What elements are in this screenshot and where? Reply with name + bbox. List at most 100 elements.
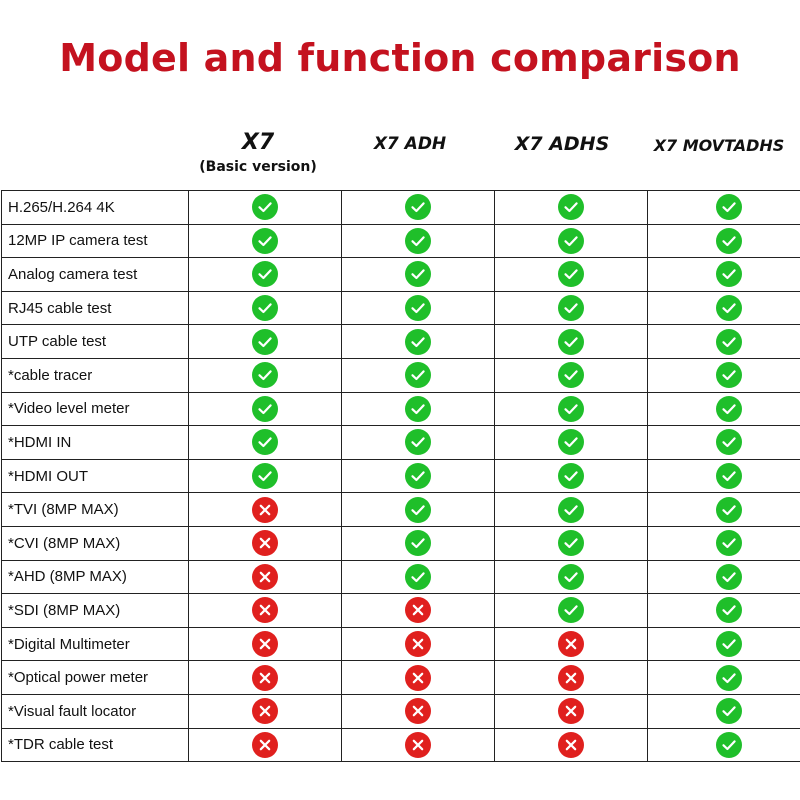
support-cell (188, 727, 342, 763)
cross-icon (558, 631, 584, 658)
check-icon (252, 395, 278, 422)
table-row: *AHD (8MP MAX) (1, 559, 800, 595)
support-cell (188, 458, 342, 494)
check-icon (558, 395, 584, 422)
feature-label: *HDMI OUT (1, 458, 189, 494)
support-cell (494, 626, 648, 662)
check-icon (558, 227, 584, 254)
support-cell (188, 660, 342, 695)
cross-icon (252, 496, 278, 523)
table-row: 12MP IP camera test (1, 223, 800, 259)
check-icon (405, 530, 431, 557)
support-cell (494, 593, 648, 628)
check-icon (715, 496, 742, 523)
check-icon (715, 362, 742, 389)
table-row: *TDR cable test (1, 727, 800, 763)
support-cell (341, 626, 495, 662)
cross-icon (252, 698, 278, 725)
check-icon (558, 261, 584, 288)
check-icon (405, 563, 431, 590)
check-icon (715, 698, 742, 725)
feature-label: *AHD (8MP MAX) (1, 559, 189, 595)
comparison-table: H.265/H.264 4K 12MP IP camera test Analog … (1, 190, 800, 763)
check-icon (252, 227, 278, 254)
check-icon (405, 328, 431, 355)
support-cell (341, 223, 495, 259)
support-cell (647, 559, 800, 595)
table-row: H.265/H.264 4K (1, 190, 800, 225)
cross-icon (405, 664, 431, 691)
check-icon (558, 194, 584, 221)
feature-label: *Optical power meter (1, 660, 189, 695)
model-name: X7 MOVTADHS (653, 136, 785, 155)
feature-label: H.265/H.264 4K (1, 190, 189, 225)
check-icon (715, 563, 742, 590)
support-cell (494, 458, 648, 494)
check-icon (405, 463, 431, 490)
cross-icon (252, 530, 278, 557)
check-icon (715, 328, 742, 355)
support-cell (647, 290, 800, 326)
cross-icon (405, 698, 431, 725)
column-header-x7-movtadhs: X7 MOVTADHS (638, 136, 800, 155)
table-row: *CVI (8MP MAX) (1, 525, 800, 561)
support-cell (647, 458, 800, 494)
support-cell (188, 693, 342, 729)
cross-icon (252, 731, 278, 758)
support-cell (494, 727, 648, 763)
support-cell (341, 492, 495, 527)
feature-label: *Video level meter (1, 391, 189, 427)
support-cell (188, 425, 342, 460)
support-cell (494, 559, 648, 595)
check-icon (558, 362, 584, 389)
table-row: UTP cable test (1, 324, 800, 359)
support-cell (494, 190, 648, 225)
table-row: *HDMI OUT (1, 458, 800, 494)
support-cell (647, 593, 800, 628)
support-cell (494, 357, 648, 393)
support-cell (647, 357, 800, 393)
model-name: X7 ADHS (514, 133, 610, 155)
feature-label: Analog camera test (1, 257, 189, 292)
feature-label: *TVI (8MP MAX) (1, 492, 189, 527)
cross-icon (252, 597, 278, 624)
check-icon (405, 295, 431, 322)
table-row: *TVI (8MP MAX) (1, 492, 800, 527)
support-cell (494, 693, 648, 729)
check-icon (715, 530, 742, 557)
feature-label: *HDMI IN (1, 425, 189, 460)
support-cell (341, 391, 495, 427)
feature-label: *Visual fault locator (1, 693, 189, 729)
support-cell (341, 324, 495, 359)
support-cell (188, 593, 342, 628)
column-header-x7: X7 (Basic version) (182, 130, 334, 175)
check-icon (252, 328, 278, 355)
support-cell (188, 190, 342, 225)
check-icon (558, 563, 584, 590)
table-row: Analog camera test (1, 257, 800, 292)
check-icon (558, 295, 584, 322)
comparison-table-body: H.265/H.264 4K 12MP IP camera test Analog … (1, 190, 800, 763)
support-cell (188, 290, 342, 326)
support-cell (494, 425, 648, 460)
model-name: X7 (241, 130, 275, 155)
support-cell (647, 190, 800, 225)
cross-icon (252, 563, 278, 590)
support-cell (188, 559, 342, 595)
feature-label: RJ45 cable test (1, 290, 189, 326)
support-cell (494, 324, 648, 359)
support-cell (341, 593, 495, 628)
check-icon (405, 261, 431, 288)
table-row: *Visual fault locator (1, 693, 800, 729)
support-cell (341, 290, 495, 326)
check-icon (252, 463, 278, 490)
support-cell (647, 727, 800, 763)
page-title: Model and function comparison (59, 36, 741, 80)
support-cell (647, 626, 800, 662)
check-icon (715, 429, 742, 456)
check-icon (715, 731, 742, 758)
support-cell (341, 525, 495, 561)
feature-label: *cable tracer (1, 357, 189, 393)
support-cell (647, 492, 800, 527)
feature-label: 12MP IP camera test (1, 223, 189, 259)
